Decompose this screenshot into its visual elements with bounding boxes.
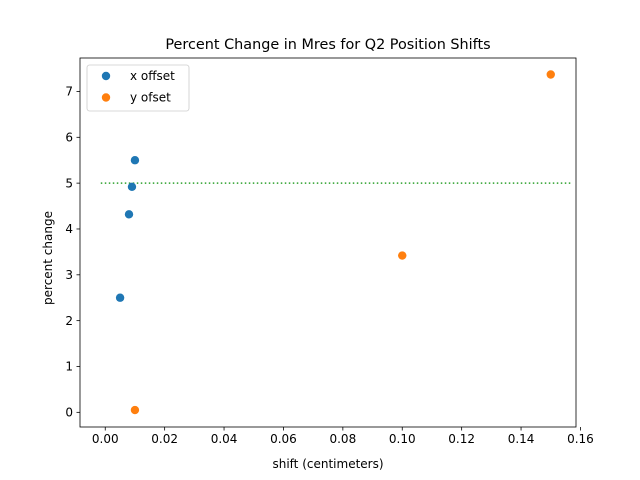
data-point-x-offset-1 [115,293,125,302]
x-tick-label: 0.04 [211,432,238,446]
x-tick-label: 0.12 [448,432,475,446]
legend: x offset y ofset [86,64,190,112]
plot-area: 0.00 0.02 0.04 0.06 0.08 0.10 0.12 0.14 0.16 0 1 2 3… [65,57,594,446]
axes-frame [79,57,577,428]
y-tick-label: 7 [65,85,73,99]
y-tick-label: 4 [65,222,73,236]
legend-label: y ofset [130,91,171,105]
data-point-x-offset-3 [127,182,137,192]
x-tick-label: 0.02 [151,432,178,446]
y-tick-label: 1 [65,360,73,374]
legend-label: x offset [130,69,175,83]
x-tick-label: 0.16 [567,432,594,446]
data-point-x-offset-2 [124,210,134,219]
y-axis-label: percent change [41,211,55,305]
y-tick-label: 0 [65,406,73,420]
x-tick-label: 0.06 [270,432,297,446]
y-tick-label: 5 [65,176,73,190]
data-point-y-ofset-1 [130,405,140,415]
x-tick-label: 0.00 [92,432,119,446]
data-point-y-ofset-3 [546,70,555,79]
y-tick-label: 3 [65,268,73,282]
legend-frame [86,64,190,112]
x-tick-label: 0.10 [389,432,416,446]
data-point-x-offset-4 [130,156,140,165]
chart-title: Percent Change in Mres for Q2 Position S… [165,37,490,53]
legend-marker [101,93,111,102]
y-tick-label: 2 [65,314,73,328]
x-axis-label: shift (centimeters) [272,457,383,471]
legend-marker [101,71,111,81]
data-point-y-ofset-2 [398,251,407,260]
x-tick-label: 0.14 [508,432,535,446]
y-tick-label: 6 [65,131,73,145]
x-tick-label: 0.08 [329,432,356,446]
